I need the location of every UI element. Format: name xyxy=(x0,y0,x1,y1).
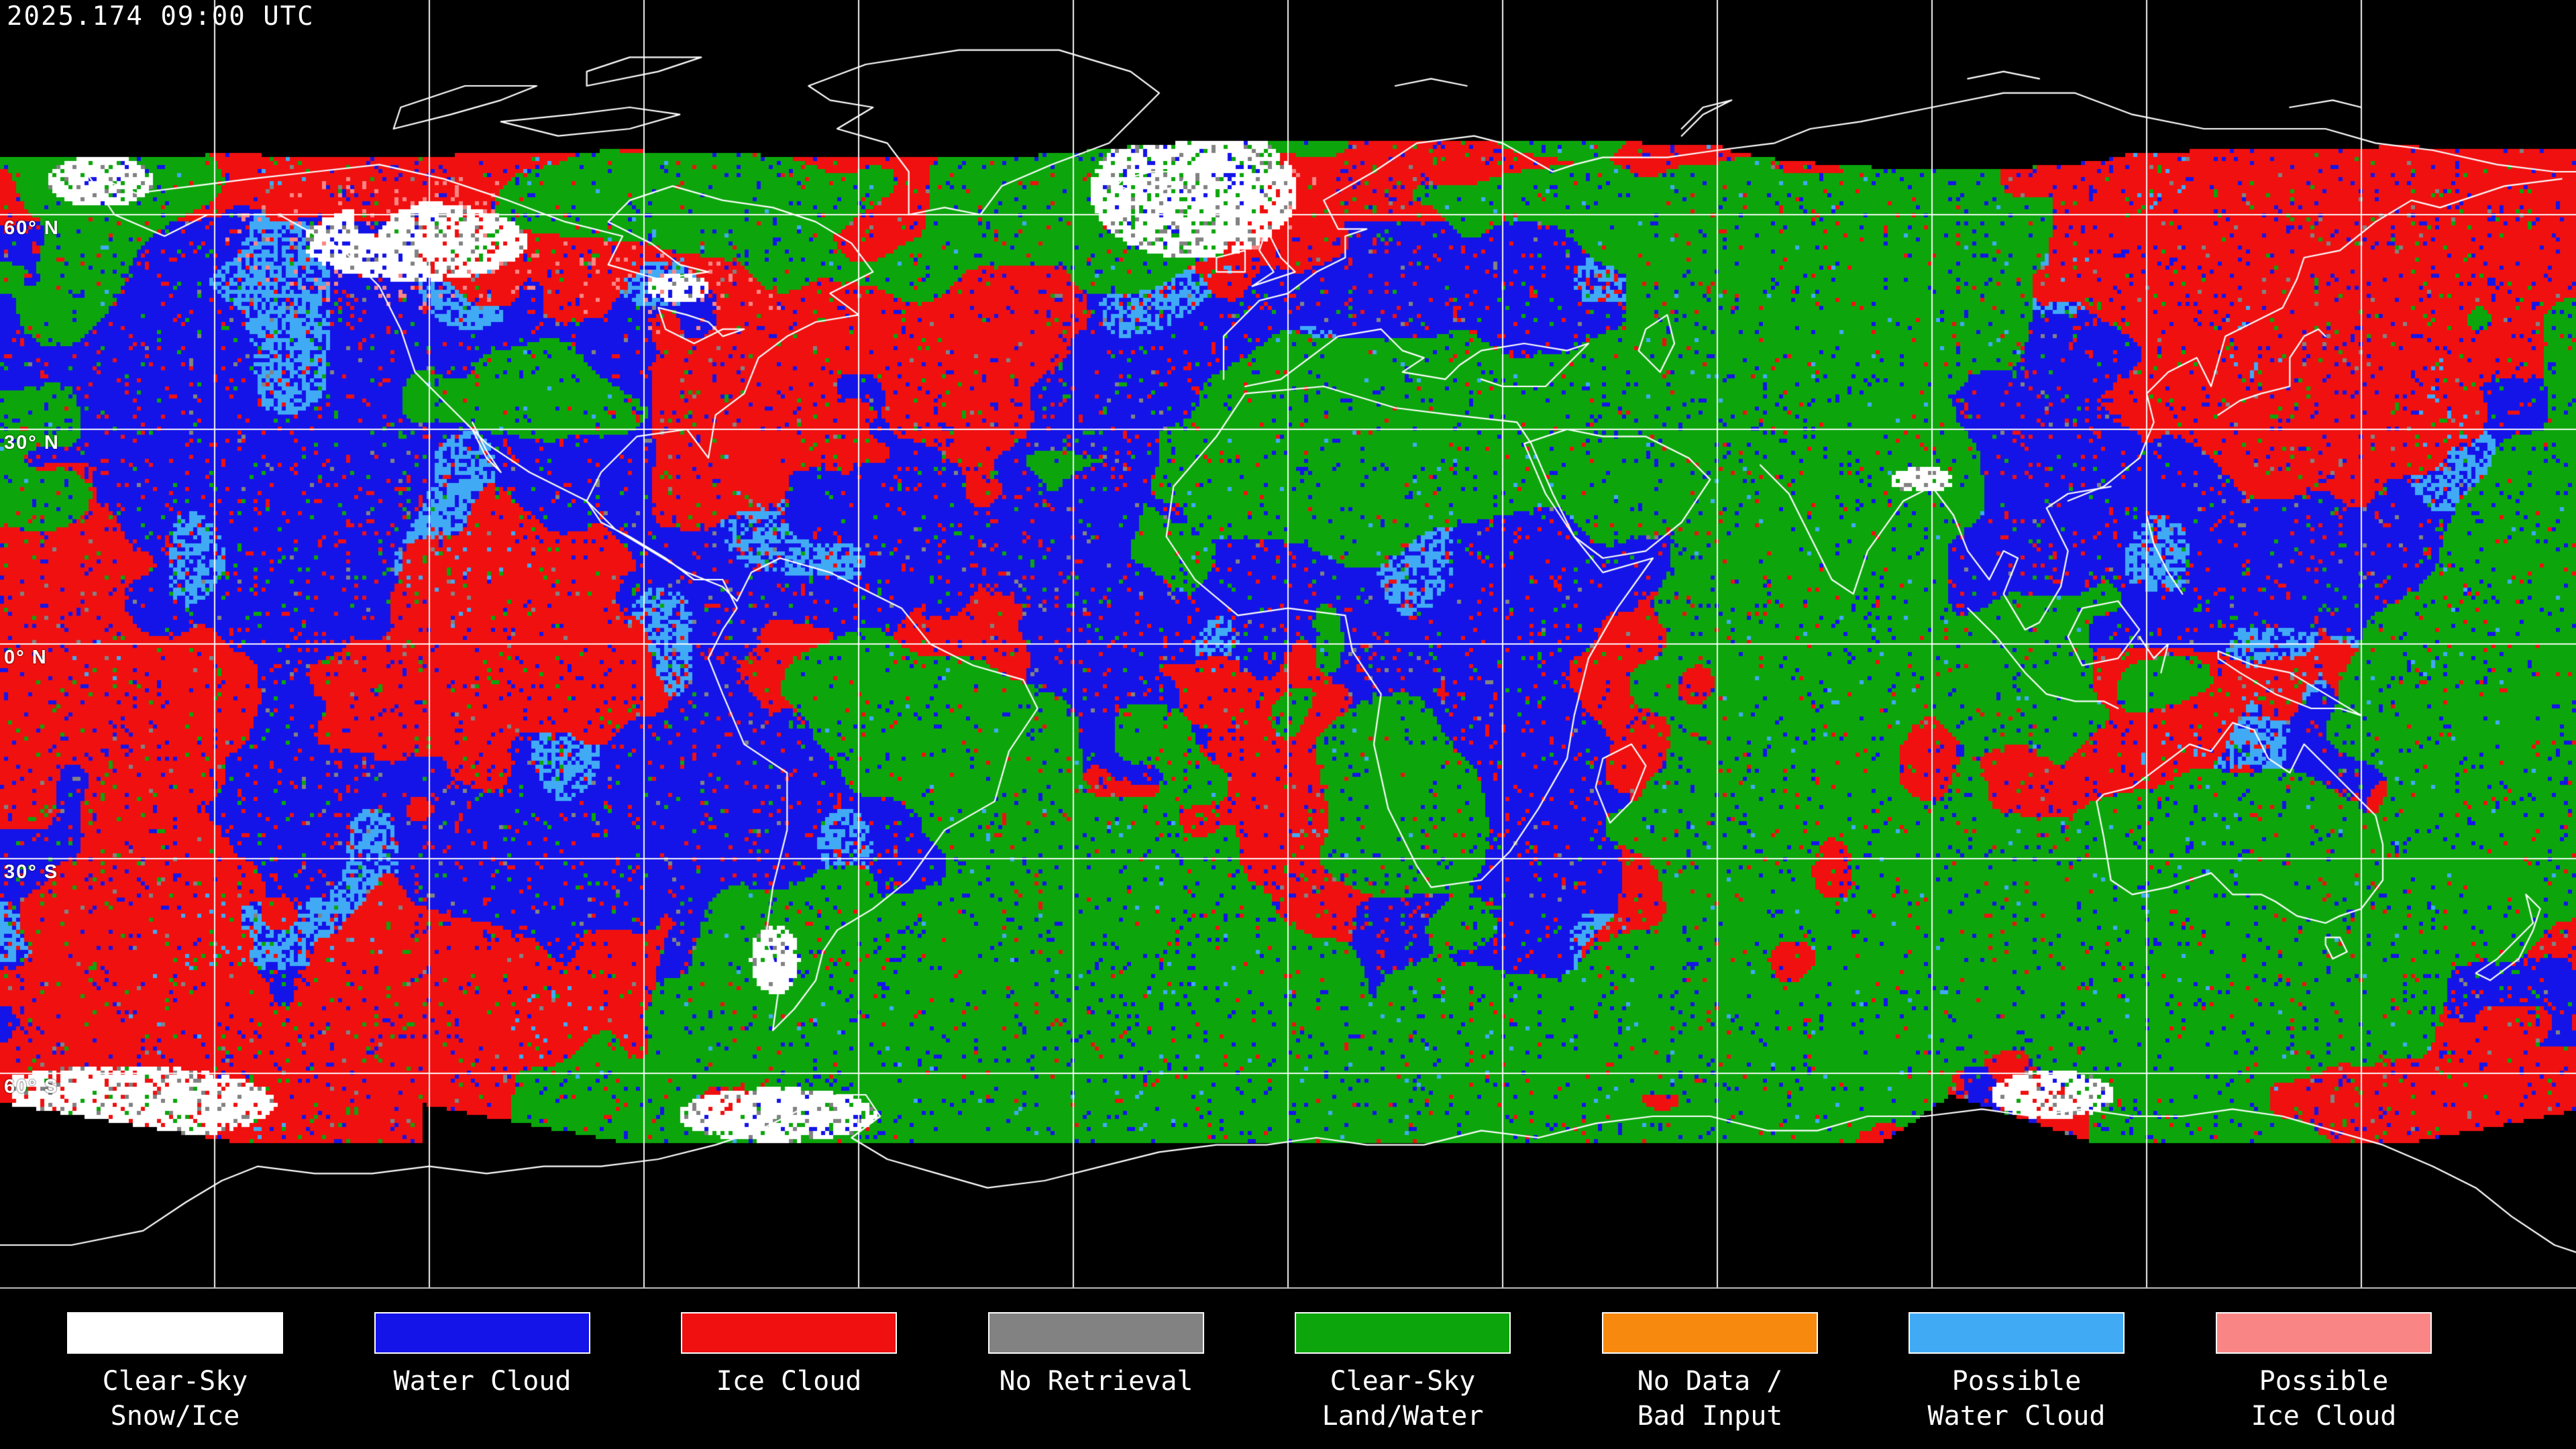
legend-label-ice-cloud: Ice Cloud xyxy=(716,1366,862,1397)
legend-label-water-cloud: Water Cloud xyxy=(393,1366,572,1397)
legend-swatch-clear-sky-land-water xyxy=(1295,1312,1511,1354)
legend-swatch-ice-cloud xyxy=(681,1312,897,1354)
legend-swatch-possible-ice-cloud xyxy=(2216,1312,2432,1354)
lat-label-60s: 60° S xyxy=(4,1076,59,1097)
legend-item-possible-water-cloud: Possible Water Cloud xyxy=(1863,1289,2170,1434)
lat-label-30n: 30° N xyxy=(4,432,60,453)
lat-label-60n: 60° N xyxy=(4,217,60,239)
legend-label-possible-water-cloud: Possible Water Cloud xyxy=(1927,1366,2106,1432)
legend-item-clear-sky-land-water: Clear-Sky Land/Water xyxy=(1249,1289,1556,1434)
legend-item-no-retrieval: No Retrieval xyxy=(943,1289,1250,1399)
lat-label-30s: 30° S xyxy=(4,861,59,883)
legend-label-clear-sky-land-water: Clear-Sky Land/Water xyxy=(1322,1366,1484,1432)
legend-swatch-no-retrieval xyxy=(988,1312,1204,1354)
legend-swatch-no-data-bad-input xyxy=(1602,1312,1818,1354)
legend-item-clear-sky-snow-ice: Clear-Sky Snow/Ice xyxy=(21,1289,329,1434)
legend-label-possible-ice-cloud: Possible Ice Cloud xyxy=(2251,1366,2397,1432)
legend-label-no-retrieval: No Retrieval xyxy=(999,1366,1193,1397)
legend-swatch-possible-water-cloud xyxy=(1909,1312,2125,1354)
lat-label-0n: 0° N xyxy=(4,647,48,668)
legend-swatch-clear-sky-snow-ice xyxy=(67,1312,283,1354)
legend-item-ice-cloud: Ice Cloud xyxy=(635,1289,943,1399)
cloud-classification-map xyxy=(0,0,2576,1288)
legend-label-no-data-bad-input: No Data / Bad Input xyxy=(1637,1366,1783,1432)
legend-item-water-cloud: Water Cloud xyxy=(329,1289,636,1399)
legend: Clear-Sky Snow/Ice Water Cloud Ice Cloud … xyxy=(0,1287,2576,1449)
legend-label-clear-sky-snow-ice: Clear-Sky Snow/Ice xyxy=(102,1366,248,1432)
legend-item-possible-ice-cloud: Possible Ice Cloud xyxy=(2170,1289,2477,1434)
timestamp-label: 2025.174 09:00 UTC xyxy=(7,1,315,32)
legend-item-no-data-bad-input: No Data / Bad Input xyxy=(1556,1289,1864,1434)
legend-swatch-water-cloud xyxy=(374,1312,590,1354)
